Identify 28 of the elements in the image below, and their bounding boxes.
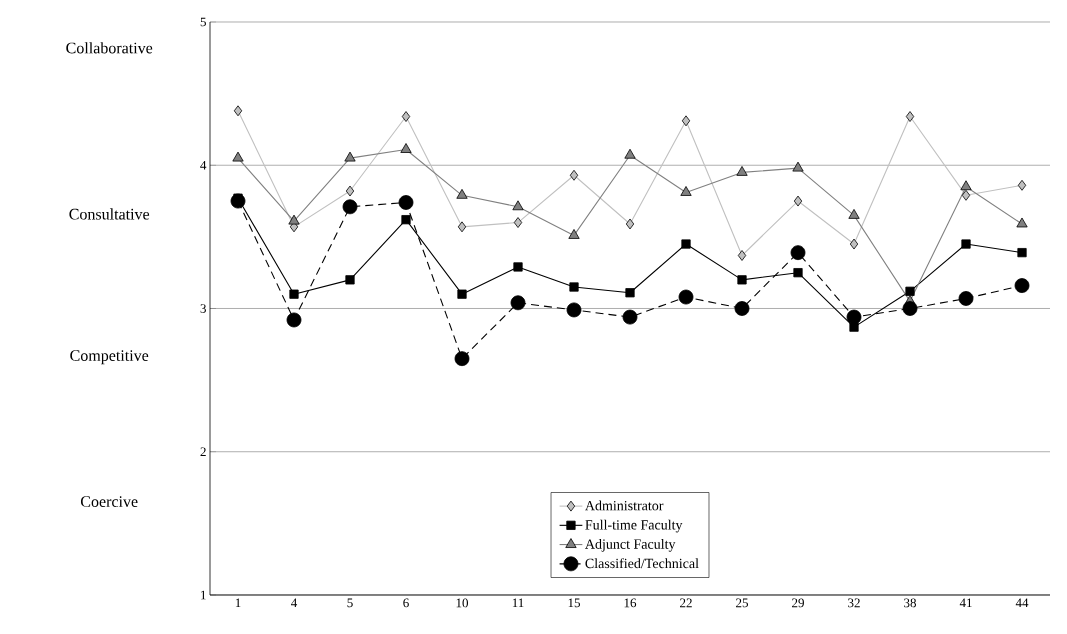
- legend-label: Classified/Technical: [585, 558, 699, 569]
- y-tick-label: 1: [201, 590, 206, 600]
- y-tick-label: 2: [200, 447, 206, 457]
- x-tick-label: 44: [1015, 598, 1029, 608]
- y-tick-label: 4: [200, 160, 207, 170]
- x-tick-label: 29: [792, 598, 804, 608]
- x-tick-label: 5: [347, 598, 353, 608]
- x-tick-label: 38: [904, 598, 917, 608]
- y-tick-label: 3: [200, 304, 206, 313]
- text: Coercive: [80, 496, 138, 507]
- x-tick-label: 22: [680, 598, 692, 608]
- x-tick-label: 16: [624, 598, 637, 608]
- legend-label: Adjunct Faculty: [585, 538, 676, 552]
- y-tick-label: 5: [200, 17, 206, 27]
- x-tick-label: 25: [736, 598, 748, 608]
- x-tick-label: 41: [959, 598, 972, 608]
- x-tick-label: 1: [235, 598, 241, 608]
- x-tick-label: 11: [512, 598, 524, 608]
- x-tick-label: 15: [568, 598, 580, 608]
- x-tick-label: 6: [403, 598, 409, 608]
- legend-label: Administrator: [585, 500, 664, 511]
- x-tick-label: 4: [291, 598, 298, 608]
- text: Competitive: [70, 350, 149, 365]
- x-tick-label: 10: [456, 598, 469, 608]
- text: Consultative: [69, 208, 150, 220]
- text: Collaborative: [66, 42, 153, 54]
- legend-label: Full-time Faculty: [585, 519, 683, 533]
- x-tick-label: 32: [848, 598, 860, 608]
